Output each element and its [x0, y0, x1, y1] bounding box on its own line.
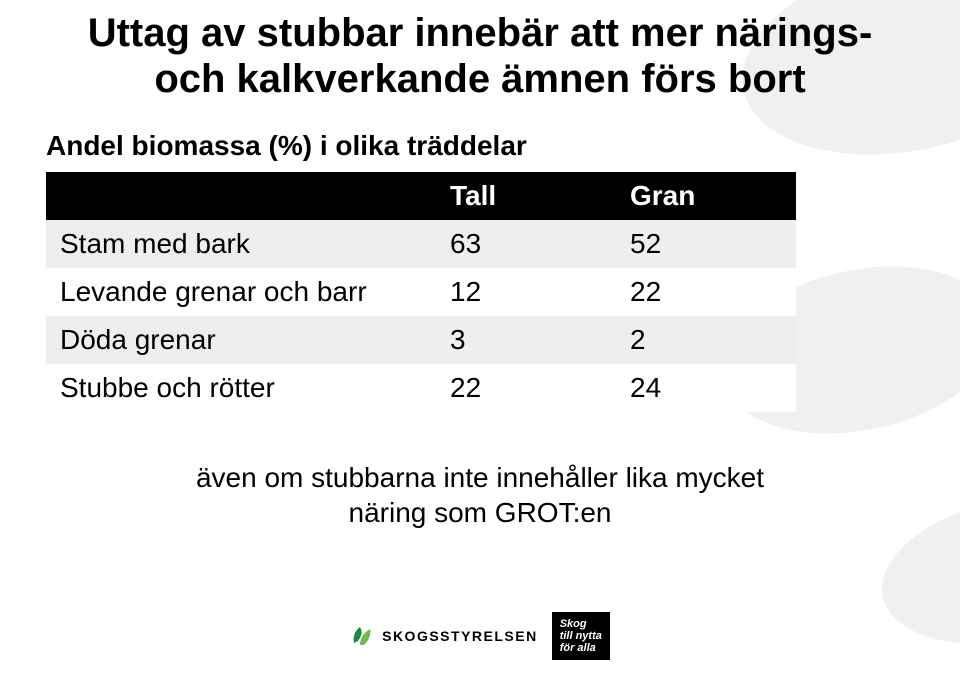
table-header-empty: [46, 172, 436, 220]
table-header-gran: Gran: [616, 172, 796, 220]
table-row: Levande grenar och barr 12 22: [46, 268, 796, 316]
row-label: Stubbe och rötter: [46, 364, 436, 412]
leaf-icon: [350, 623, 376, 649]
skogsstyrelsen-logo: SKOGSSTYRELSEN: [350, 623, 538, 649]
nytta-line-3: för alla: [560, 642, 596, 654]
skog-till-nytta-logo: Skog till nytta för alla: [552, 612, 610, 660]
row-label: Stam med bark: [46, 220, 436, 268]
title-line-2: och kalkverkande ämnen förs bort: [154, 57, 805, 101]
title-line-1: Uttag av stubbar innebär att mer närings…: [88, 11, 873, 55]
page-title: Uttag av stubbar innebär att mer närings…: [0, 0, 960, 102]
row-gran: 24: [616, 364, 796, 412]
footnote-line-1: även om stubbarna inte innehåller lika m…: [196, 462, 764, 493]
footnote-line-2: näring som GROT:en: [349, 497, 612, 528]
nytta-line-1: Skog: [560, 618, 587, 630]
skogsstyrelsen-text: SKOGSSTYRELSEN: [382, 628, 538, 644]
table-row: Stubbe och rötter 22 24: [46, 364, 796, 412]
row-tall: 63: [436, 220, 616, 268]
row-gran: 22: [616, 268, 796, 316]
table-header-tall: Tall: [436, 172, 616, 220]
footer: SKOGSSTYRELSEN Skog till nytta för alla: [0, 612, 960, 660]
table-row: Stam med bark 63 52: [46, 220, 796, 268]
slide-content: Uttag av stubbar innebär att mer närings…: [0, 0, 960, 530]
nytta-line-2: till nytta: [560, 630, 602, 642]
row-gran: 52: [616, 220, 796, 268]
biomass-table: Tall Gran Stam med bark 63 52 Levande gr…: [46, 172, 796, 412]
table-header-row: Tall Gran: [46, 172, 796, 220]
row-tall: 22: [436, 364, 616, 412]
footnote: även om stubbarna inte innehåller lika m…: [0, 460, 960, 530]
row-label: Levande grenar och barr: [46, 268, 436, 316]
row-gran: 2: [616, 316, 796, 364]
table-row: Döda grenar 3 2: [46, 316, 796, 364]
row-tall: 3: [436, 316, 616, 364]
table-caption: Andel biomassa (%) i olika träddelar: [0, 130, 960, 162]
row-tall: 12: [436, 268, 616, 316]
row-label: Döda grenar: [46, 316, 436, 364]
